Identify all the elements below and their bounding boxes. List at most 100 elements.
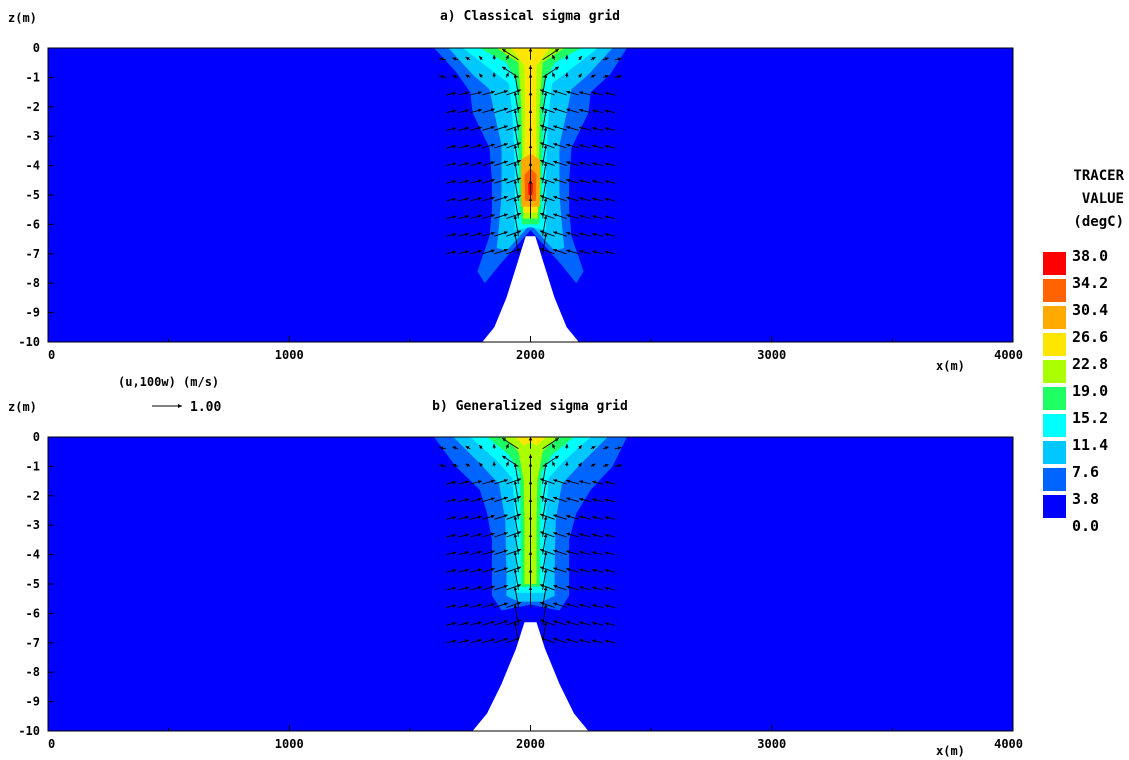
velocity-arrow (553, 602, 567, 608)
velocity-arrow (470, 91, 482, 96)
colorbar-label: 0.0 (1072, 517, 1099, 535)
velocity-arrow (505, 443, 510, 449)
velocity-arrow (513, 568, 519, 590)
velocity-arrow (446, 144, 457, 149)
velocity-arrow (604, 91, 615, 96)
velocity-arrow (591, 214, 604, 219)
velocity-arrow (579, 161, 591, 167)
panel-b-ytick-label: 0 (33, 430, 40, 444)
panel-b-ytick-label: -3 (26, 518, 40, 532)
velocity-arrow (604, 144, 615, 149)
velocity-arrow (551, 461, 556, 467)
panel-b-xtick-label: 4000 (994, 737, 1023, 751)
velocity-arrow (470, 638, 482, 644)
vector-key: (u,100w) (m/s) 1.00 (118, 375, 221, 415)
velocity-arrow (566, 550, 579, 556)
velocity-arrow (579, 249, 591, 255)
velocity-arrow (506, 212, 522, 219)
velocity-arrow (579, 621, 591, 626)
velocity-arrow (513, 533, 519, 555)
panel-a-ytick-label: -3 (26, 129, 40, 143)
velocity-arrow (482, 178, 495, 184)
panel-b-title: b) Generalized sigma grid (432, 399, 628, 414)
velocity-arrow (578, 462, 583, 467)
velocity-arrow (482, 143, 495, 149)
panel-a-ytick-label: -4 (26, 159, 40, 173)
velocity-arrow (553, 90, 567, 96)
velocity-arrow (446, 127, 457, 131)
velocity-arrow (506, 495, 522, 503)
velocity-arrow (494, 160, 508, 167)
velocity-arrow (482, 550, 495, 556)
panel-a-xtick-label: 2000 (516, 348, 545, 362)
velocity-arrow (457, 515, 470, 520)
velocity-arrow (553, 195, 567, 202)
velocity-arrow (566, 638, 579, 644)
velocity-arrow (470, 621, 482, 626)
velocity-arrow (539, 212, 555, 219)
velocity-arrow (602, 57, 609, 61)
panel-b-xtick-label: 3000 (757, 737, 786, 751)
velocity-arrow (513, 91, 519, 113)
velocity-arrow (513, 162, 519, 184)
velocity-arrow (579, 232, 591, 237)
velocity-arrow (602, 446, 609, 450)
velocity-arrow (470, 480, 482, 485)
velocity-arrow (591, 568, 604, 573)
velocity-arrow (590, 463, 596, 468)
velocity-arrow (494, 567, 508, 573)
velocity-arrow (513, 179, 519, 201)
velocity-arrow (579, 585, 591, 591)
velocity-arrow (553, 143, 567, 149)
panel-b-axes: 0 -1 -2 -3 -4 -5 -6 -7 -8 -9 -10 0 1000 2000 3000 4000 (18, 430, 1023, 751)
velocity-arrow (579, 515, 591, 520)
velocity-arrow (604, 250, 615, 255)
velocity-arrow (482, 567, 495, 573)
velocity-arrow (457, 533, 470, 538)
vector-key-value: 1.00 (190, 400, 221, 415)
velocity-arrow (494, 195, 508, 202)
velocity-arrow (494, 479, 508, 485)
velocity-arrow (494, 107, 508, 114)
velocity-arrow (539, 248, 555, 255)
velocity-arrow (506, 637, 522, 644)
velocity-arrow (614, 463, 622, 468)
colorbar-swatch (1043, 441, 1066, 464)
velocity-arrow (457, 109, 470, 114)
panel-b-ytick-label: -2 (26, 489, 40, 503)
velocity-arrow (446, 551, 457, 556)
velocity-arrow (551, 72, 556, 78)
colorbar-label: 22.8 (1072, 355, 1108, 373)
velocity-arrow (553, 178, 567, 184)
panel-a-xtick-label: 0 (48, 348, 55, 362)
velocity-arrow (446, 533, 457, 538)
velocity-arrow (506, 566, 522, 573)
velocity-arrow (457, 126, 470, 131)
colorbar-swatches: 38.0 34.2 30.4 26.6 22.8 19.0 15.2 11.4 7.6 3.8 0.… (1043, 247, 1108, 535)
panel-b-ytick-label: -8 (26, 665, 40, 679)
panel-a-ytick-label: -2 (26, 100, 40, 114)
velocity-arrow (452, 463, 459, 468)
colorbar-swatch (1043, 468, 1066, 491)
velocity-arrow (457, 91, 470, 96)
velocity-arrow (604, 127, 615, 131)
velocity-arrow (513, 144, 519, 166)
velocity-arrow (566, 90, 579, 96)
velocity-arrow (505, 72, 510, 78)
velocity-arrow (604, 162, 615, 167)
velocity-arrow (470, 214, 482, 219)
velocity-arrow (579, 196, 591, 202)
velocity-arrow (542, 437, 560, 450)
colorbar-label: 3.8 (1072, 490, 1099, 508)
velocity-arrow (579, 179, 591, 184)
colorbar-label: 38.0 (1072, 247, 1108, 265)
panel-a-xtick-label: 3000 (757, 348, 786, 362)
panel-a-axes: 0 -1 -2 -3 -4 -5 -6 -7 -8 -9 -10 0 1000 2000 3000 4000 (18, 41, 1023, 362)
velocity-arrow (579, 533, 591, 538)
velocity-arrow (579, 214, 591, 219)
velocity-arrow (566, 143, 579, 149)
velocity-arrow (494, 90, 508, 96)
velocity-arrow (465, 445, 471, 450)
velocity-arrow (591, 109, 604, 114)
panel-b-ytick-label: -4 (26, 548, 40, 562)
